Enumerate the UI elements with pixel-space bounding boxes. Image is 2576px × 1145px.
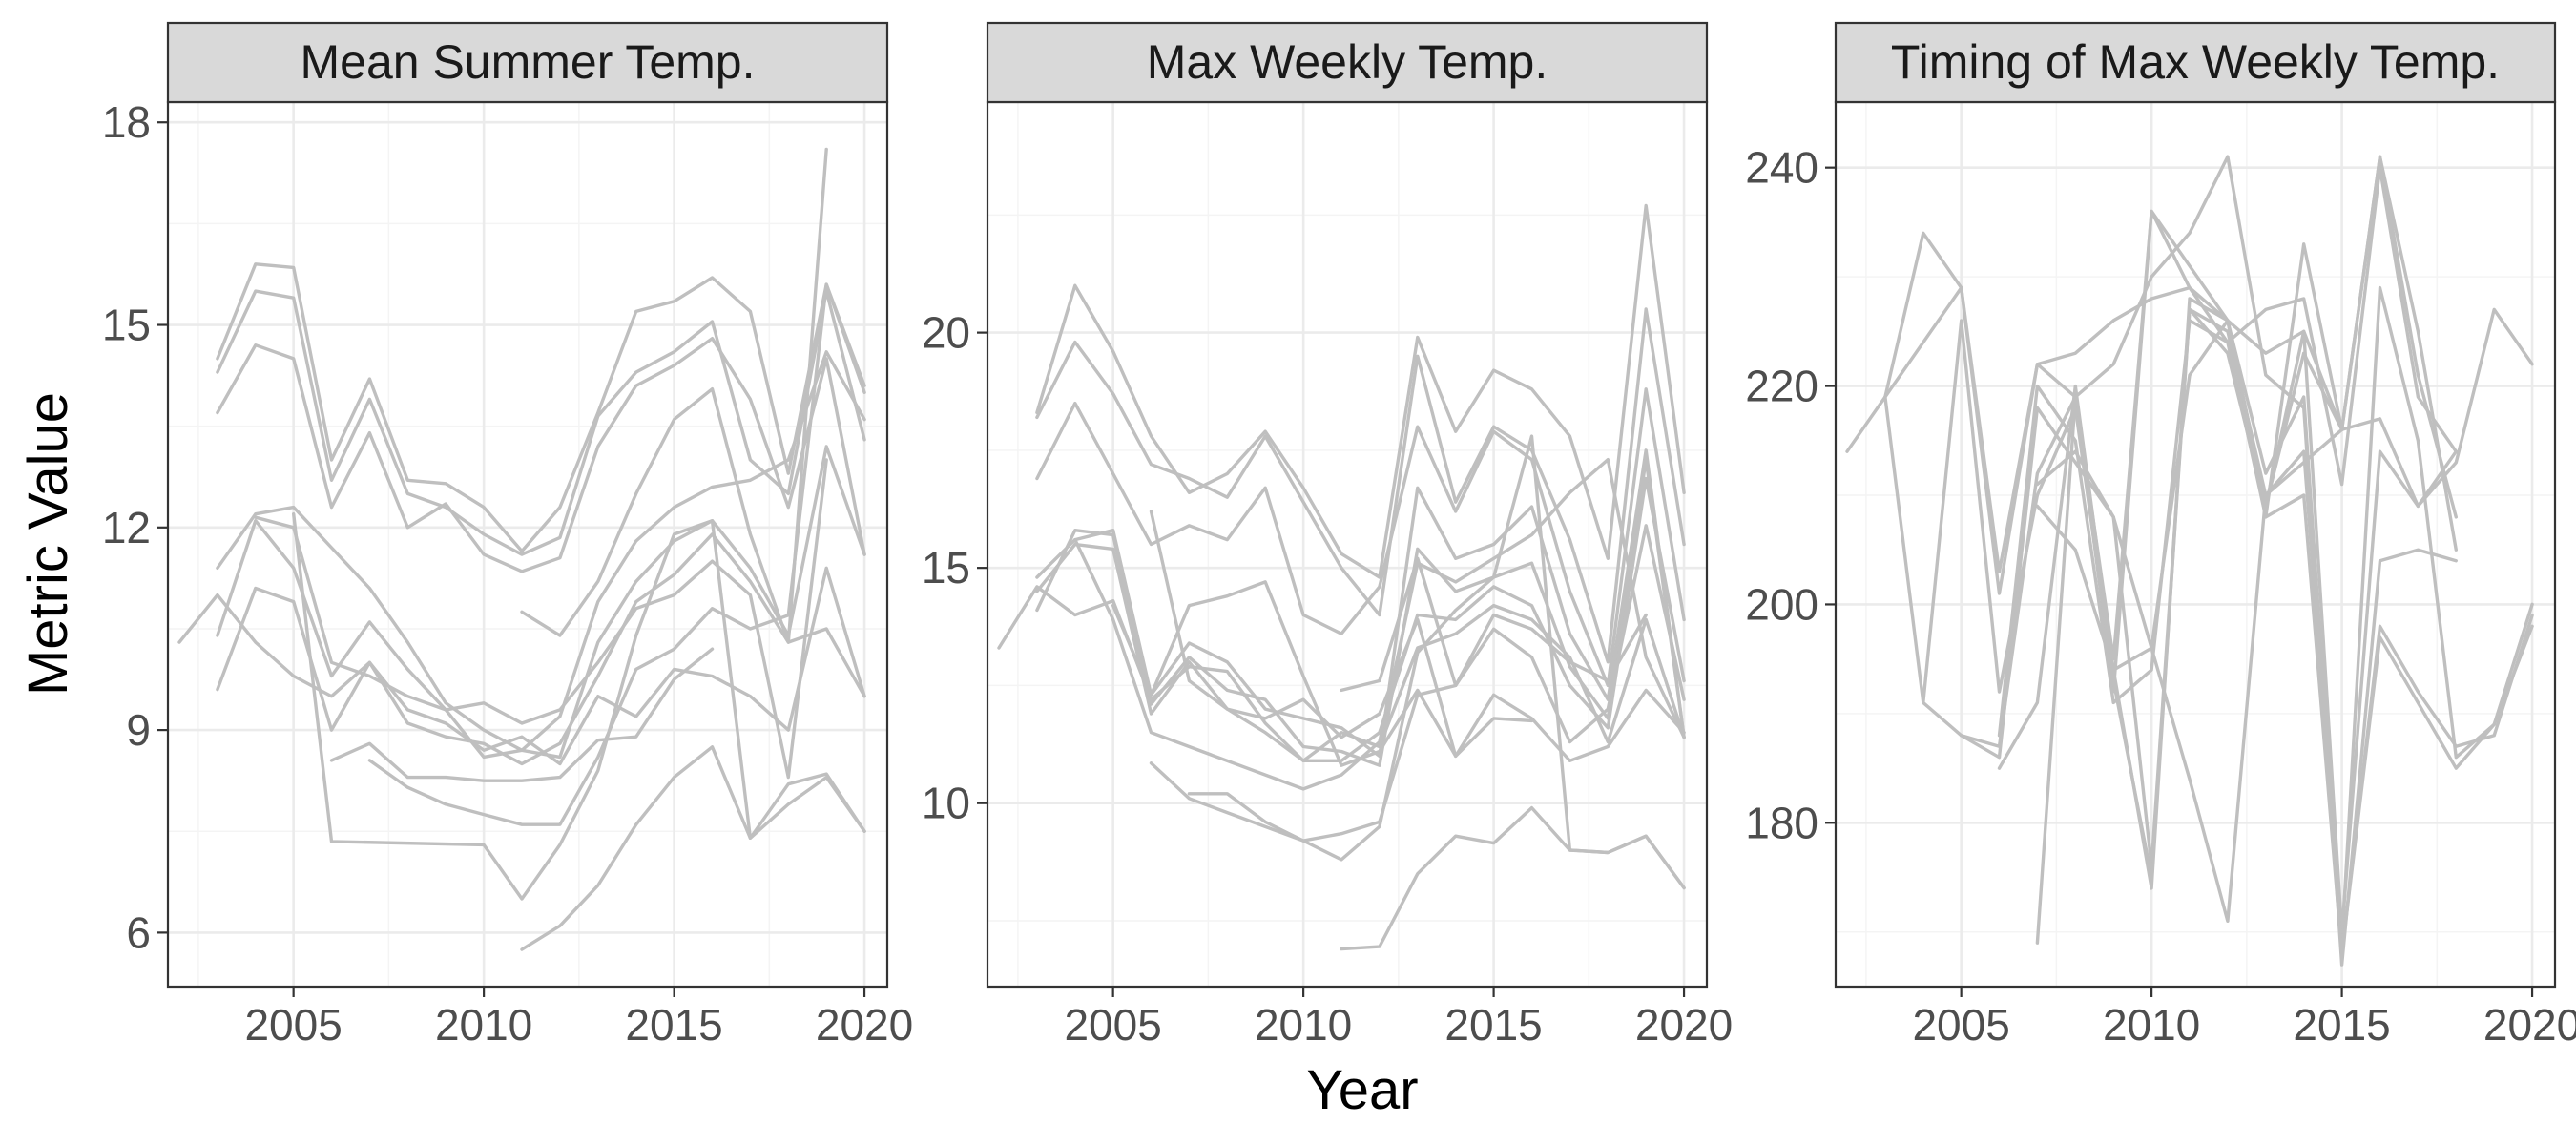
y-tick-label: 20 [922,308,970,358]
series-line [2035,427,2344,923]
x-tick-label: 2015 [1444,1000,1542,1050]
series-line [177,566,866,766]
x-tick-label: 2020 [1635,1000,1733,1050]
gridlines [168,102,887,987]
y-tick-label: 240 [1745,143,1818,193]
series-line [1035,387,1686,688]
series-line [997,585,1686,762]
x-tick-label: 2010 [435,1000,532,1050]
y-tick-label: 15 [102,301,151,350]
series-line [1883,155,2459,573]
y-axis-title: Metric Value [17,392,79,696]
x-tick-label: 2015 [2293,1000,2390,1050]
series-lines [177,147,866,951]
series-line [329,647,715,782]
series-line [1997,319,2534,956]
series-line [1035,203,1686,579]
panel-background [987,102,1707,987]
x-tick-label: 2010 [1255,1000,1352,1050]
panel-background [1836,102,2555,987]
series-line [1149,524,1686,843]
series-lines [997,203,1686,951]
panel-timing-max-weekly-temp: Timing of Max Weekly Temp. 2005 2010 2015 2… [1745,21,2576,1050]
y-tick-label: 10 [922,779,970,828]
series-line [2035,155,2459,967]
axes: 2005 2010 2015 2020 10 15 20 [922,308,1733,1050]
series-lines [1845,155,2534,967]
x-tick-label: 2005 [1912,1000,2009,1050]
facet-strip [986,21,1709,104]
x-tick-label: 2005 [1064,1000,1161,1050]
series-line [1883,165,2459,748]
series-line [1922,285,2534,945]
series-line [292,512,866,901]
series-line [216,350,866,752]
facet-strip [1834,21,2557,104]
facet-title: Timing of Max Weekly Temp. [1891,35,2500,89]
series-line [1149,510,1534,759]
facet-title: Mean Summer Temp. [300,35,755,89]
axes: 2005 2010 2015 2020 6 9 12 15 18 [102,97,913,1050]
series-line [216,337,866,573]
series-line [254,458,828,780]
series-line [216,262,866,553]
series-line [216,289,866,556]
facet-title: Max Weekly Temp. [1147,35,1548,89]
axes: 2005 2010 2015 2020 180 200 220 240 [1745,143,2576,1050]
series-line [1340,805,1686,951]
series-line [1073,458,1686,791]
x-tick-label: 2005 [244,1000,342,1050]
y-tick-label: 180 [1745,798,1818,847]
series-line [367,282,866,826]
series-line [1997,297,2534,956]
series-line [1111,580,1686,767]
series-line [520,147,828,644]
y-tick-label: 6 [126,907,151,957]
panel-max-weekly-temp: Max Weekly Temp. 2005 2010 2015 2020 10 15 20 [922,21,1733,1050]
x-tick-label: 2015 [625,1000,722,1050]
facet-strip [166,21,889,104]
y-tick-label: 220 [1745,362,1818,411]
series-line [1340,556,1648,693]
x-tick-label: 2020 [2483,1000,2576,1050]
y-tick-label: 12 [102,503,151,552]
y-tick-label: 200 [1745,579,1818,629]
series-line [2035,319,2459,650]
y-tick-label: 18 [102,97,151,147]
series-line [1035,307,1686,664]
x-tick-label: 2010 [2103,1000,2200,1050]
y-tick-label: 9 [126,705,151,755]
series-line [1035,448,1686,759]
series-line [520,745,866,951]
series-line [216,532,866,766]
panel-mean-summer-temp: Mean Summer Temp. 2005 2010 2015 2020 6 9 12 15… [102,21,913,1050]
y-tick-label: 15 [922,543,970,593]
x-axis-title: Year [1306,1059,1418,1121]
x-tick-label: 2020 [816,1000,913,1050]
